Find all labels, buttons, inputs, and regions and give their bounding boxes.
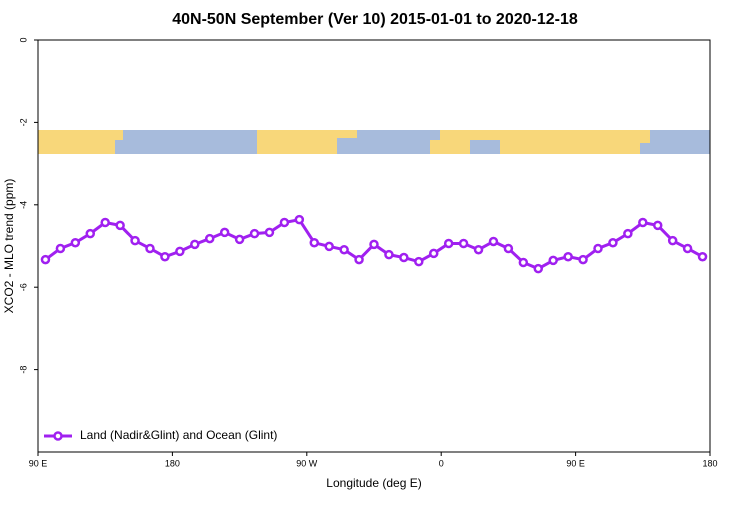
data-point [369, 239, 379, 250]
x-tick-label: 0 [439, 458, 444, 468]
data-point [145, 243, 155, 254]
data-point [518, 257, 529, 268]
x-tick-label: 90 E [566, 458, 585, 468]
y-tick-label: 0 [18, 37, 28, 42]
data-point [458, 238, 469, 249]
data-point [160, 251, 170, 262]
data-point [324, 241, 334, 252]
data-point [219, 227, 230, 238]
data-point [264, 227, 275, 238]
data-point [115, 220, 125, 231]
map-strip [38, 130, 710, 154]
data-point [204, 233, 215, 244]
data-point [638, 217, 648, 228]
data-point [40, 254, 51, 265]
data-point [563, 251, 573, 262]
data-point [473, 244, 484, 255]
legend-marker [53, 431, 63, 441]
data-point [85, 228, 96, 239]
x-tick-label: 90 W [296, 458, 318, 468]
x-tick-label: 90 E [29, 458, 48, 468]
data-point [548, 255, 558, 266]
data-point [652, 220, 663, 231]
data-point [399, 252, 409, 263]
chart-title: 40N-50N September (Ver 10) 2015-01-01 to… [172, 11, 578, 28]
data-point [533, 263, 544, 274]
y-axis-label: XCO2 - MLO trend (ppm) [2, 179, 16, 314]
data-point [100, 217, 110, 228]
data-point [279, 217, 290, 228]
data-point [414, 256, 424, 267]
data-point [130, 235, 140, 246]
data-point [608, 237, 618, 248]
data-point [190, 239, 200, 250]
data-point [488, 236, 499, 247]
data-point [249, 228, 260, 239]
x-tick-label: 180 [165, 458, 180, 468]
data-point [175, 246, 185, 257]
data-point [234, 234, 245, 245]
y-tick-label: -2 [18, 118, 28, 126]
data-point [682, 243, 693, 254]
data-point [70, 237, 81, 248]
data-point [623, 228, 633, 239]
x-tick-label: 180 [702, 458, 717, 468]
data-point [354, 254, 364, 265]
plot-frame [37, 39, 711, 453]
x-axis-label: Longitude (deg E) [326, 476, 421, 490]
data-point [309, 237, 320, 248]
data-point [55, 243, 66, 254]
data-point [667, 235, 678, 246]
data-point [593, 243, 603, 254]
data-point [578, 254, 588, 265]
y-tick-label: -4 [18, 201, 28, 209]
y-tick-label: -6 [18, 283, 28, 291]
data-point [503, 243, 514, 254]
y-tick-label: -8 [18, 366, 28, 374]
legend-label: Land (Nadir&Glint) and Ocean (Glint) [80, 428, 277, 442]
data-point [384, 249, 394, 260]
data-point [339, 244, 349, 255]
data-point [697, 251, 708, 262]
data-point [428, 248, 439, 259]
data-point [294, 214, 305, 225]
data-point [443, 238, 454, 249]
